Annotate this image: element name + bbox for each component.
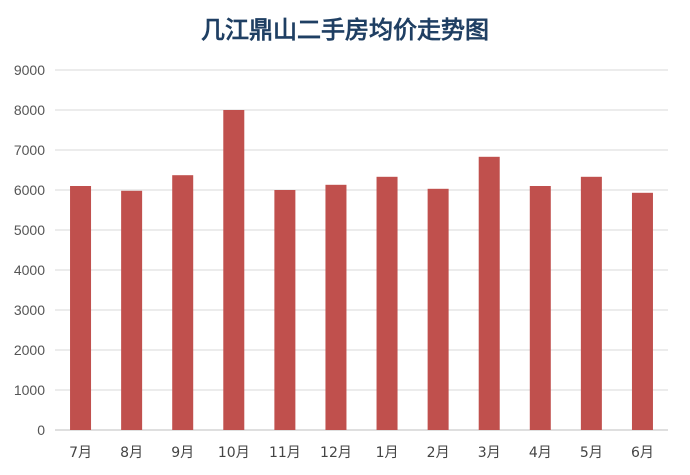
x-tick-label: 11月 xyxy=(269,445,301,461)
bar xyxy=(172,175,194,430)
y-tick-label: 0 xyxy=(37,422,45,438)
bar xyxy=(70,186,92,430)
bar xyxy=(478,156,500,431)
bar xyxy=(325,184,347,430)
x-tick-label: 8月 xyxy=(120,445,143,461)
y-tick-label: 6000 xyxy=(14,182,45,198)
bar xyxy=(631,192,653,430)
x-tick-label: 10月 xyxy=(218,445,250,461)
bar xyxy=(121,190,143,430)
y-tick-label: 4000 xyxy=(14,262,45,278)
x-tick-label: 5月 xyxy=(580,445,603,461)
bar xyxy=(427,188,449,430)
x-tick-label: 3月 xyxy=(478,445,501,461)
x-tick-label: 2月 xyxy=(427,445,450,461)
y-tick-label: 8000 xyxy=(14,102,45,118)
x-tick-label: 1月 xyxy=(376,445,399,461)
bar xyxy=(376,176,398,430)
chart-title: 几江鼎山二手房均价走势图 xyxy=(201,15,489,44)
bar xyxy=(274,190,296,430)
y-tick-label: 2000 xyxy=(14,342,45,358)
x-tick-label: 9月 xyxy=(171,445,194,461)
y-tick-label: 5000 xyxy=(14,222,45,238)
x-tick-label: 7月 xyxy=(69,445,92,461)
y-tick-label: 9000 xyxy=(14,62,45,78)
bar xyxy=(529,186,551,430)
x-tick-label: 12月 xyxy=(320,445,352,461)
y-tick-label: 3000 xyxy=(14,302,45,318)
x-tick-label: 4月 xyxy=(529,445,552,461)
bar xyxy=(580,176,602,430)
bar xyxy=(223,110,245,430)
y-tick-label: 7000 xyxy=(14,142,45,158)
y-tick-label: 1000 xyxy=(14,382,45,398)
x-tick-label: 6月 xyxy=(631,445,654,461)
